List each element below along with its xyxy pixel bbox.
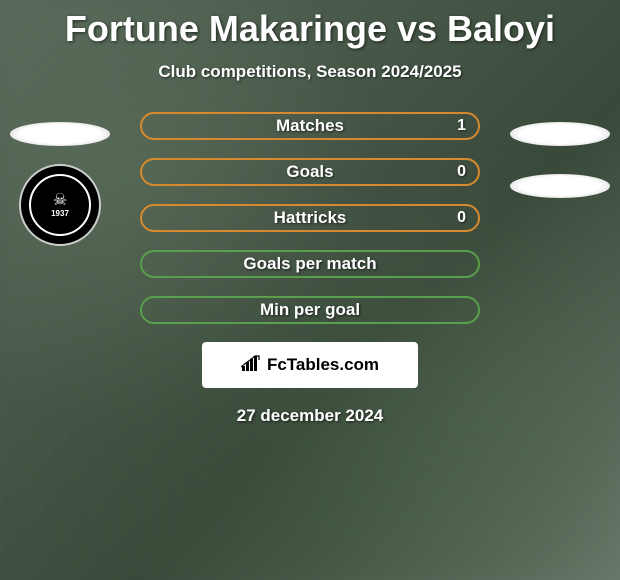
brand-box[interactable]: FcTables.com [202, 342, 418, 388]
club-badge-left: ☠ 1937 [19, 164, 101, 246]
stat-row-matches: Matches 1 [140, 112, 480, 140]
comparison-area: ☠ 1937 Matches 1 Goals 0 Hattricks 0 [0, 112, 620, 426]
stat-label: Matches [276, 116, 344, 136]
stat-label: Goals per match [243, 254, 376, 274]
date-text: 27 december 2024 [0, 406, 620, 426]
stat-label: Min per goal [260, 300, 360, 320]
stat-row-gpm: Goals per match [140, 250, 480, 278]
page-title: Fortune Makaringe vs Baloyi [0, 0, 620, 50]
player-photo-placeholder-left [10, 122, 110, 146]
club-year: 1937 [51, 209, 69, 218]
stat-row-hattricks: Hattricks 0 [140, 204, 480, 232]
subtitle: Club competitions, Season 2024/2025 [0, 62, 620, 82]
brand-text: FcTables.com [267, 355, 379, 375]
stat-row-mpg: Min per goal [140, 296, 480, 324]
stat-row-goals: Goals 0 [140, 158, 480, 186]
player-photo-placeholder-right-2 [510, 174, 610, 198]
stat-value-right: 0 [457, 209, 466, 227]
stat-value-right: 1 [457, 117, 466, 135]
player-photo-placeholder-right-1 [510, 122, 610, 146]
skull-icon: ☠ [53, 193, 67, 209]
stat-value-right: 0 [457, 163, 466, 181]
stat-label: Goals [286, 162, 333, 182]
stat-rows: Matches 1 Goals 0 Hattricks 0 Goals per … [140, 112, 480, 324]
bar-chart-icon [241, 354, 263, 377]
stat-label: Hattricks [274, 208, 347, 228]
